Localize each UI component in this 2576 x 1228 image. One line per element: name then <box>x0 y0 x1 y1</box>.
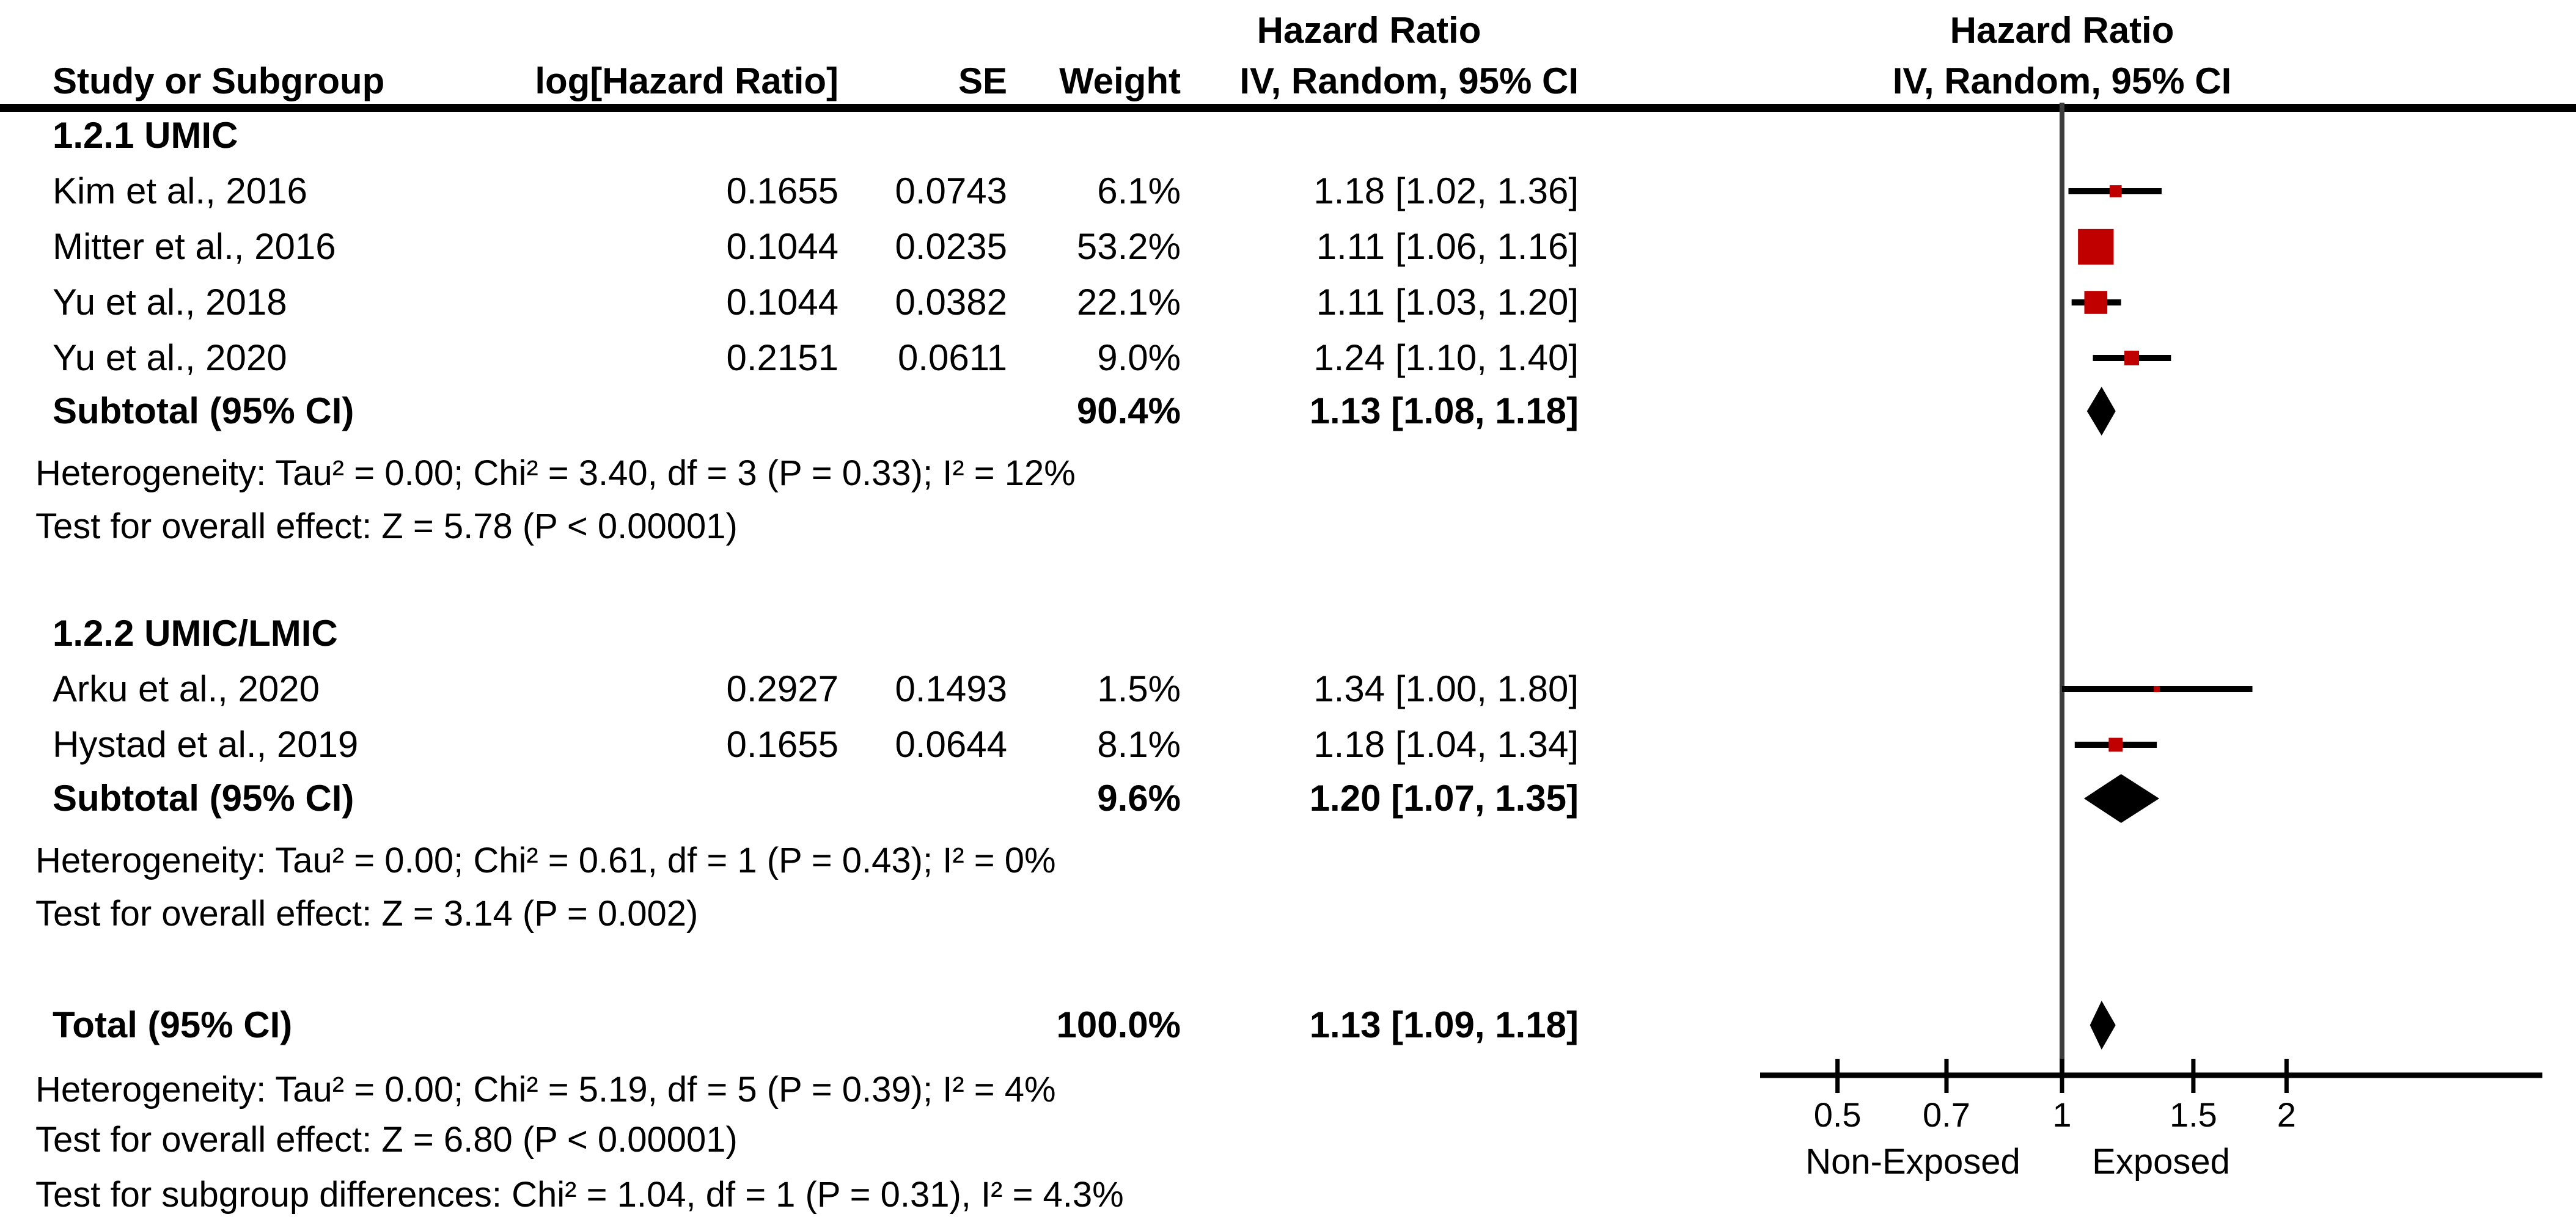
study-row-ci: 1.11 [1.03, 1.20] <box>1316 282 1579 323</box>
study-row-se: 0.0382 <box>895 282 1007 323</box>
x-axis-tick-label: 1 <box>2052 1095 2072 1134</box>
study-row-label: Yu et al., 2020 <box>53 337 287 378</box>
favours-right-label: Exposed <box>2092 1142 2230 1182</box>
loghr-column-header: log[Hazard Ratio] <box>535 60 838 101</box>
study-row-se: 0.0611 <box>897 337 1007 378</box>
study-row-loghr: 0.1044 <box>726 282 838 323</box>
study-row-se: 0.0235 <box>895 226 1007 267</box>
study-row-loghr: 0.1655 <box>726 724 838 765</box>
study-row-ci: 1.34 [1.00, 1.80] <box>1313 668 1579 709</box>
study-row-loghr: 0.2927 <box>726 668 838 709</box>
plot-effect-header: Hazard Ratio <box>1950 10 2174 51</box>
subtotal-diamond <box>2086 387 2116 436</box>
weight-column-header: Weight <box>1059 60 1181 101</box>
study-row-ci: 1.24 [1.10, 1.40] <box>1313 337 1579 378</box>
favours-left-label: Non-Exposed <box>1805 1142 2020 1182</box>
total-overall-effect-note: Test for overall effect: Z = 6.80 (P < 0… <box>35 1120 738 1160</box>
subtotal-row-ci: 1.20 [1.07, 1.35] <box>1309 778 1579 819</box>
study-weight-square <box>2154 686 2160 692</box>
study-row-label: Kim et al., 2016 <box>53 170 307 211</box>
total-row-ci: 1.13 [1.09, 1.18] <box>1309 1004 1579 1045</box>
study-row-loghr: 0.1044 <box>726 226 838 267</box>
subgroup-label: 1.2.2 UMIC/LMIC <box>53 613 338 654</box>
study-row-ci: 1.18 [1.02, 1.36] <box>1313 170 1579 211</box>
total-diamond <box>2090 1001 2116 1050</box>
study-row-label: Yu et al., 2018 <box>53 282 287 323</box>
study-weight-square <box>2108 737 2123 752</box>
study-column-header: Study or Subgroup <box>53 60 385 101</box>
subgroup-differences-note: Test for subgroup differences: Chi² = 1.… <box>35 1175 1124 1215</box>
study-row-weight: 53.2% <box>1076 226 1181 267</box>
study-row-weight: 6.1% <box>1097 170 1181 211</box>
study-row-se: 0.0743 <box>895 170 1007 211</box>
study-weight-square <box>2084 291 2108 314</box>
total-row-weight: 100.0% <box>1056 1004 1181 1045</box>
study-row-weight: 1.5% <box>1097 668 1181 709</box>
study-row-loghr: 0.1655 <box>726 170 838 211</box>
header-divider <box>0 104 2576 112</box>
study-row-loghr: 0.2151 <box>726 337 838 378</box>
study-row-ci: 1.11 [1.06, 1.16] <box>1316 226 1579 267</box>
subgroup-label: 1.2.1 UMIC <box>53 115 238 156</box>
subtotal-diamond <box>2083 774 2160 823</box>
heterogeneity-note: Heterogeneity: Tau² = 0.00; Chi² = 0.61,… <box>35 841 1056 880</box>
effect-column-header: Hazard Ratio <box>1257 10 1481 51</box>
heterogeneity-note: Heterogeneity: Tau² = 0.00; Chi² = 3.40,… <box>35 453 1076 493</box>
overall-effect-note: Test for overall effect: Z = 3.14 (P = 0… <box>35 894 699 934</box>
study-row-weight: 9.0% <box>1097 337 1181 378</box>
study-row-weight: 8.1% <box>1097 724 1181 765</box>
total-row-label: Total (95% CI) <box>53 1004 293 1045</box>
x-axis-tick-label: 0.7 <box>1923 1095 1970 1134</box>
se-column-header: SE <box>958 60 1007 101</box>
study-row-label: Hystad et al., 2019 <box>53 724 359 765</box>
study-row-ci: 1.18 [1.04, 1.34] <box>1313 724 1579 765</box>
x-axis-tick-label: 2 <box>2277 1095 2296 1134</box>
x-axis-tick-label: 0.5 <box>1813 1095 1862 1134</box>
study-row-label: Arku et al., 2020 <box>53 668 320 709</box>
plot-ci-header: IV, Random, 95% CI <box>1892 60 2232 101</box>
study-row-weight: 22.1% <box>1076 282 1181 323</box>
subtotal-row-weight: 90.4% <box>1076 390 1181 431</box>
total-heterogeneity-note: Heterogeneity: Tau² = 0.00; Chi² = 5.19,… <box>35 1070 1056 1109</box>
subtotal-row-label: Subtotal (95% CI) <box>53 390 354 431</box>
study-weight-square <box>2078 228 2114 265</box>
study-row-se: 0.0644 <box>895 724 1007 765</box>
study-weight-square <box>2124 351 2140 365</box>
study-weight-square <box>2109 185 2122 197</box>
study-row-label: Mitter et al., 2016 <box>53 226 336 267</box>
subtotal-row-weight: 9.6% <box>1097 778 1181 819</box>
ci-column-header: IV, Random, 95% CI <box>1239 60 1579 101</box>
subtotal-row-ci: 1.13 [1.08, 1.18] <box>1309 390 1579 431</box>
x-axis-tick-label: 1.5 <box>2169 1095 2217 1134</box>
overall-effect-note: Test for overall effect: Z = 5.78 (P < 0… <box>35 506 738 546</box>
study-row-se: 0.1493 <box>895 668 1007 709</box>
subtotal-row-label: Subtotal (95% CI) <box>53 778 354 819</box>
